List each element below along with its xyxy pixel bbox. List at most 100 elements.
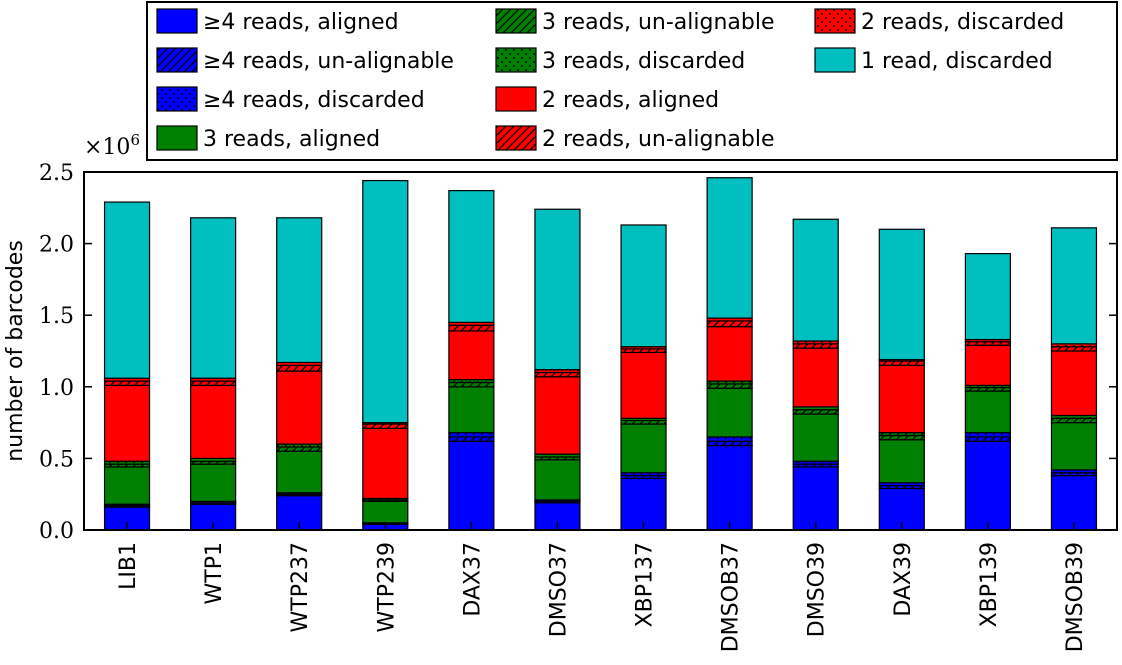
bar-segment [964, 253, 1011, 341]
y-axis-label: number of barcodes [3, 240, 28, 462]
bar-segment [706, 440, 753, 447]
bar-segment [448, 436, 495, 442]
bar-segment [1050, 474, 1098, 531]
bar-segment [190, 384, 237, 460]
bar-segment [792, 347, 839, 408]
bar-segment [448, 190, 495, 323]
legend-swatch [156, 8, 198, 34]
y-axis: 0.0 0.5 1.0 1.5 2.0 2.5 [39, 161, 1117, 544]
bar-segment [620, 423, 667, 474]
legend-frame [146, 1, 1118, 161]
bar-segment [534, 376, 581, 455]
x-tick-label: DAX39 [891, 542, 916, 617]
legend-label: 2 reads, aligned [542, 88, 719, 113]
legend-swatch [495, 47, 537, 73]
bar-segment [620, 351, 667, 419]
bar-segment [190, 463, 237, 502]
bar-segment [190, 217, 237, 379]
bar-segment [706, 383, 753, 389]
bar-segment [792, 343, 839, 349]
legend-swatch [156, 86, 198, 112]
bar-segment [448, 440, 495, 531]
legend-swatch [156, 125, 198, 151]
bar-segment [964, 440, 1011, 531]
bar-segment [620, 224, 667, 348]
bar-segment [706, 177, 753, 319]
legend-swatch [814, 8, 856, 34]
y-axis-multiplier: ×106 [84, 131, 140, 160]
legend-label: ≥4 reads, aligned [203, 10, 399, 35]
bar-segment [792, 466, 839, 531]
bar-segment [448, 324, 495, 332]
bar-segment [792, 409, 839, 415]
legend-label: 2 reads, discarded [861, 10, 1064, 35]
bar-segment [706, 387, 753, 438]
x-tick-label: XBP139 [977, 542, 1002, 627]
bar-segment [103, 380, 151, 386]
bar-segment [448, 432, 495, 438]
legend: ≥4 reads, aligned ≥4 reads, un-alignable ≥… [146, 1, 1118, 161]
bar-segment [964, 344, 1011, 386]
bar-segment [706, 326, 753, 382]
y-tick-label: 1.0 [39, 376, 74, 401]
bar-segment [362, 179, 409, 424]
y-tick-label: 1.5 [39, 304, 74, 329]
legend-label: 3 reads, discarded [542, 49, 745, 74]
legend-label: 3 reads, un-alignable [542, 10, 775, 35]
bar-segment [1050, 422, 1098, 471]
bar-segment [276, 450, 323, 494]
bar-segment [276, 446, 323, 452]
legend-swatch [495, 86, 537, 112]
bar-segment [362, 500, 409, 524]
bar-segment [1050, 227, 1098, 345]
legend-label: 3 reads, aligned [203, 127, 380, 152]
legend-label: ≥4 reads, un-alignable [203, 49, 454, 74]
bar-segment [878, 364, 925, 434]
bar-segment [103, 201, 151, 379]
bar-segment [964, 432, 1011, 438]
x-tick-label: DMSO39 [805, 542, 830, 637]
bar-segment [878, 228, 925, 361]
bar-segment [878, 360, 925, 366]
bar-segment [276, 217, 323, 364]
bar-segment [534, 371, 581, 378]
y-tick-label: 0.5 [39, 447, 74, 472]
y-tick-label: 2.5 [39, 161, 74, 186]
legend-label: ≥4 reads, discarded [203, 88, 425, 113]
bar-segment [706, 320, 753, 328]
bar-segment [792, 413, 839, 462]
bar-segment [103, 384, 151, 462]
x-tick-label: DMSOB39 [1063, 542, 1088, 652]
bar-segment [964, 436, 1011, 442]
bar-segment [276, 364, 323, 372]
legend-swatch [495, 125, 537, 151]
y-axis-multiplier-base: ×10 [84, 135, 130, 160]
bar-segment [1050, 346, 1098, 352]
bar-segment [706, 444, 753, 531]
bar-segment [448, 381, 495, 388]
y-tick-label: 2.0 [39, 233, 74, 258]
bar-segment [792, 218, 839, 342]
x-tick-label: DMSO37 [546, 542, 571, 637]
bar-segment [190, 380, 237, 386]
bar-segment [534, 208, 581, 371]
bar-segment [448, 330, 495, 381]
x-tick-label: DMSOB37 [719, 542, 744, 652]
bar-segment [448, 386, 495, 434]
x-tick-label: LIB1 [116, 542, 141, 590]
y-axis-multiplier-exponent: 6 [130, 131, 140, 149]
x-tick-label: WTP239 [374, 542, 399, 632]
bar-segment [362, 427, 409, 500]
bar-segment [878, 434, 925, 441]
legend-swatch [495, 8, 537, 34]
y-tick-label: 0.0 [39, 519, 74, 544]
x-tick-label: XBP137 [633, 542, 658, 627]
bar-segment [534, 459, 581, 501]
bars-layer [103, 177, 1098, 531]
x-tick-label: WTP237 [288, 542, 313, 632]
bar-segment [706, 436, 753, 442]
bar-segment [103, 466, 151, 505]
bar-segment [1050, 350, 1098, 417]
legend-swatch [156, 47, 198, 73]
